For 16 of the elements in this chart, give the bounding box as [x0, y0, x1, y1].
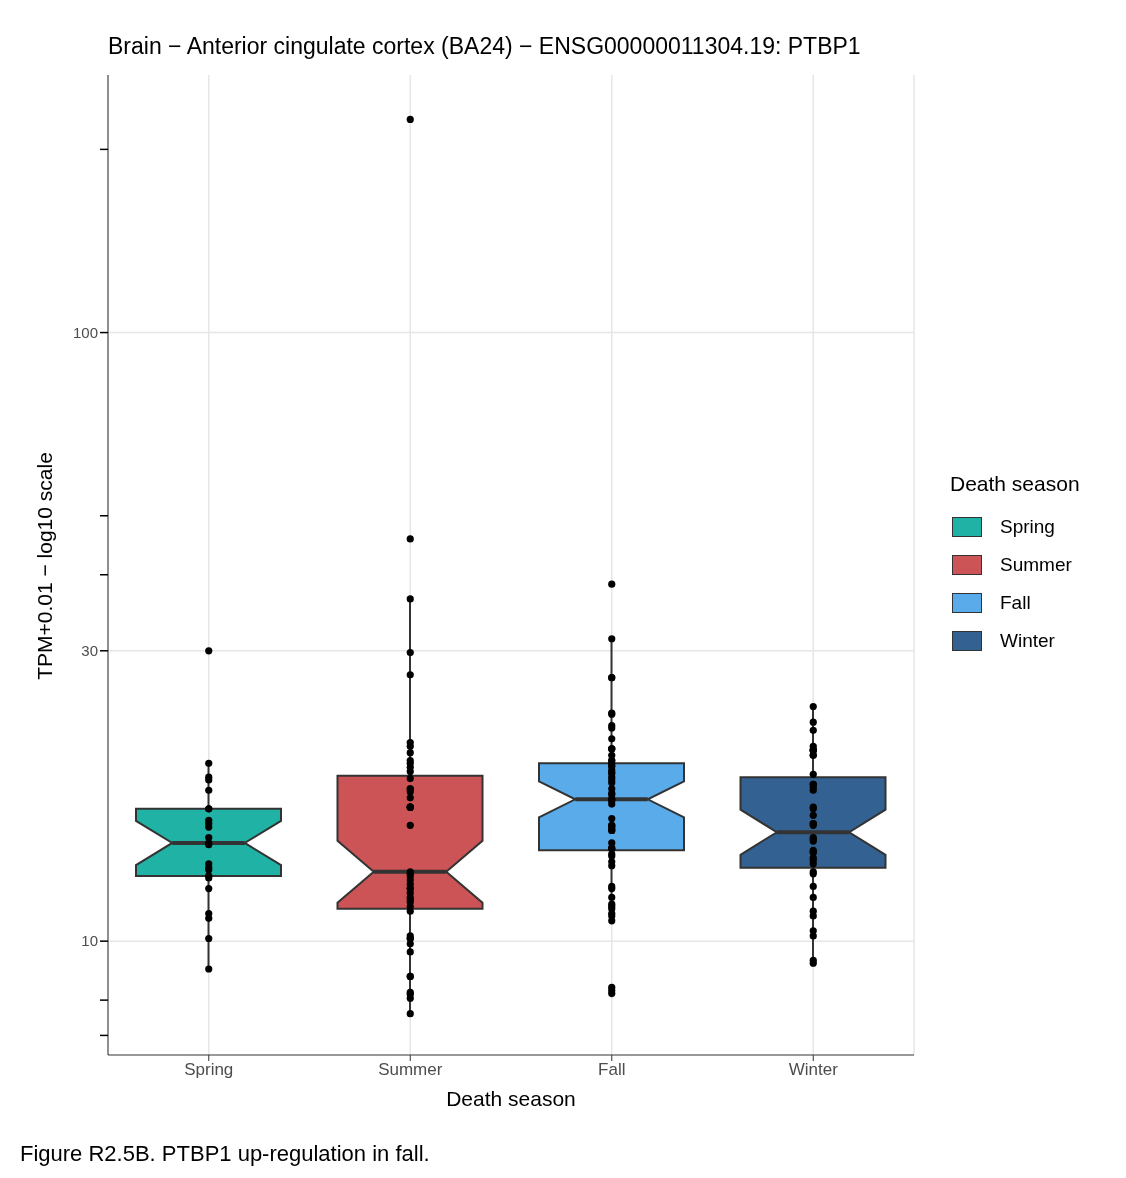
x-tick-label: Spring	[184, 1060, 234, 1080]
y-axis-title: TPM+0.01 − log10 scale	[33, 452, 57, 680]
y-tick-label: 100	[72, 323, 98, 341]
x-tick-label: Fall	[598, 1060, 626, 1080]
caption: Figure R2.5B. PTBP1 up-regulation in fall.	[20, 1141, 430, 1167]
y-tick-label: 30	[81, 642, 98, 660]
legend-label: Fall	[1000, 592, 1031, 614]
x-tick-label: Winter	[788, 1060, 839, 1080]
legend-label: Winter	[1000, 630, 1055, 652]
chart-title: Brain − Anterior cingulate cortex (BA24) − ENSG00000011304.19: PTBP1	[108, 33, 861, 60]
legend-title: Death season	[950, 472, 1080, 496]
y-tick-label: 10	[81, 932, 98, 950]
legend-label: Spring	[1000, 516, 1055, 538]
x-tick-label: Summer	[378, 1060, 443, 1080]
legend-label: Summer	[1000, 554, 1072, 576]
x-axis-title: Death season	[446, 1087, 576, 1111]
